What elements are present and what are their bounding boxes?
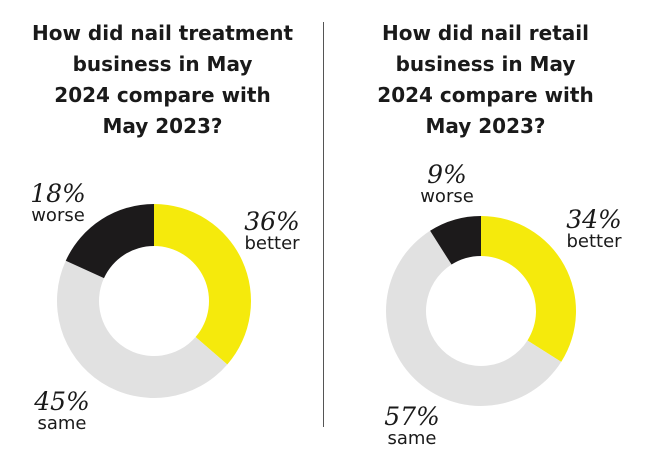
- slice-category: worse: [420, 186, 474, 207]
- slice-category: worse: [31, 205, 85, 226]
- slice-percent: 18%: [30, 179, 86, 208]
- slice-category: same: [37, 413, 87, 434]
- chart-title: How did nail retail business in May 2024…: [377, 21, 594, 138]
- slice-category: same: [387, 428, 437, 449]
- slice-percent: 34%: [566, 205, 622, 234]
- chart-panel-treatment: How did nail treatment business in May 2…: [18, 21, 312, 434]
- donut-slice-worse: [65, 204, 154, 279]
- chart-title: How did nail treatment business in May 2…: [31, 21, 294, 138]
- slice-category: better: [244, 233, 300, 254]
- slice-percent: 45%: [34, 387, 90, 416]
- slice-category: better: [566, 231, 622, 252]
- slice-percent: 57%: [384, 402, 440, 431]
- donut-slice-same: [386, 230, 562, 407]
- chart-panel-retail: How did nail retail business in May 2024…: [325, 0, 650, 473]
- slice-label-worse: 18% worse: [18, 181, 98, 226]
- panel-divider: [323, 22, 324, 427]
- donut-chart: [57, 204, 251, 398]
- donut-slice-better: [154, 204, 251, 365]
- slice-label-same: 57% same: [372, 404, 452, 449]
- slice-label-worse: 9% worse: [407, 162, 487, 207]
- donut-chart: [386, 216, 576, 407]
- slice-label-same: 45% same: [22, 389, 102, 434]
- slice-label-better: 34% better: [554, 207, 634, 252]
- donut-slice-worse: [430, 216, 481, 265]
- slice-label-better: 36% better: [232, 209, 312, 254]
- slice-percent: 9%: [427, 160, 467, 189]
- slice-percent: 36%: [244, 207, 300, 236]
- donut-slice-better: [481, 216, 576, 362]
- donut-slice-same: [57, 260, 228, 398]
